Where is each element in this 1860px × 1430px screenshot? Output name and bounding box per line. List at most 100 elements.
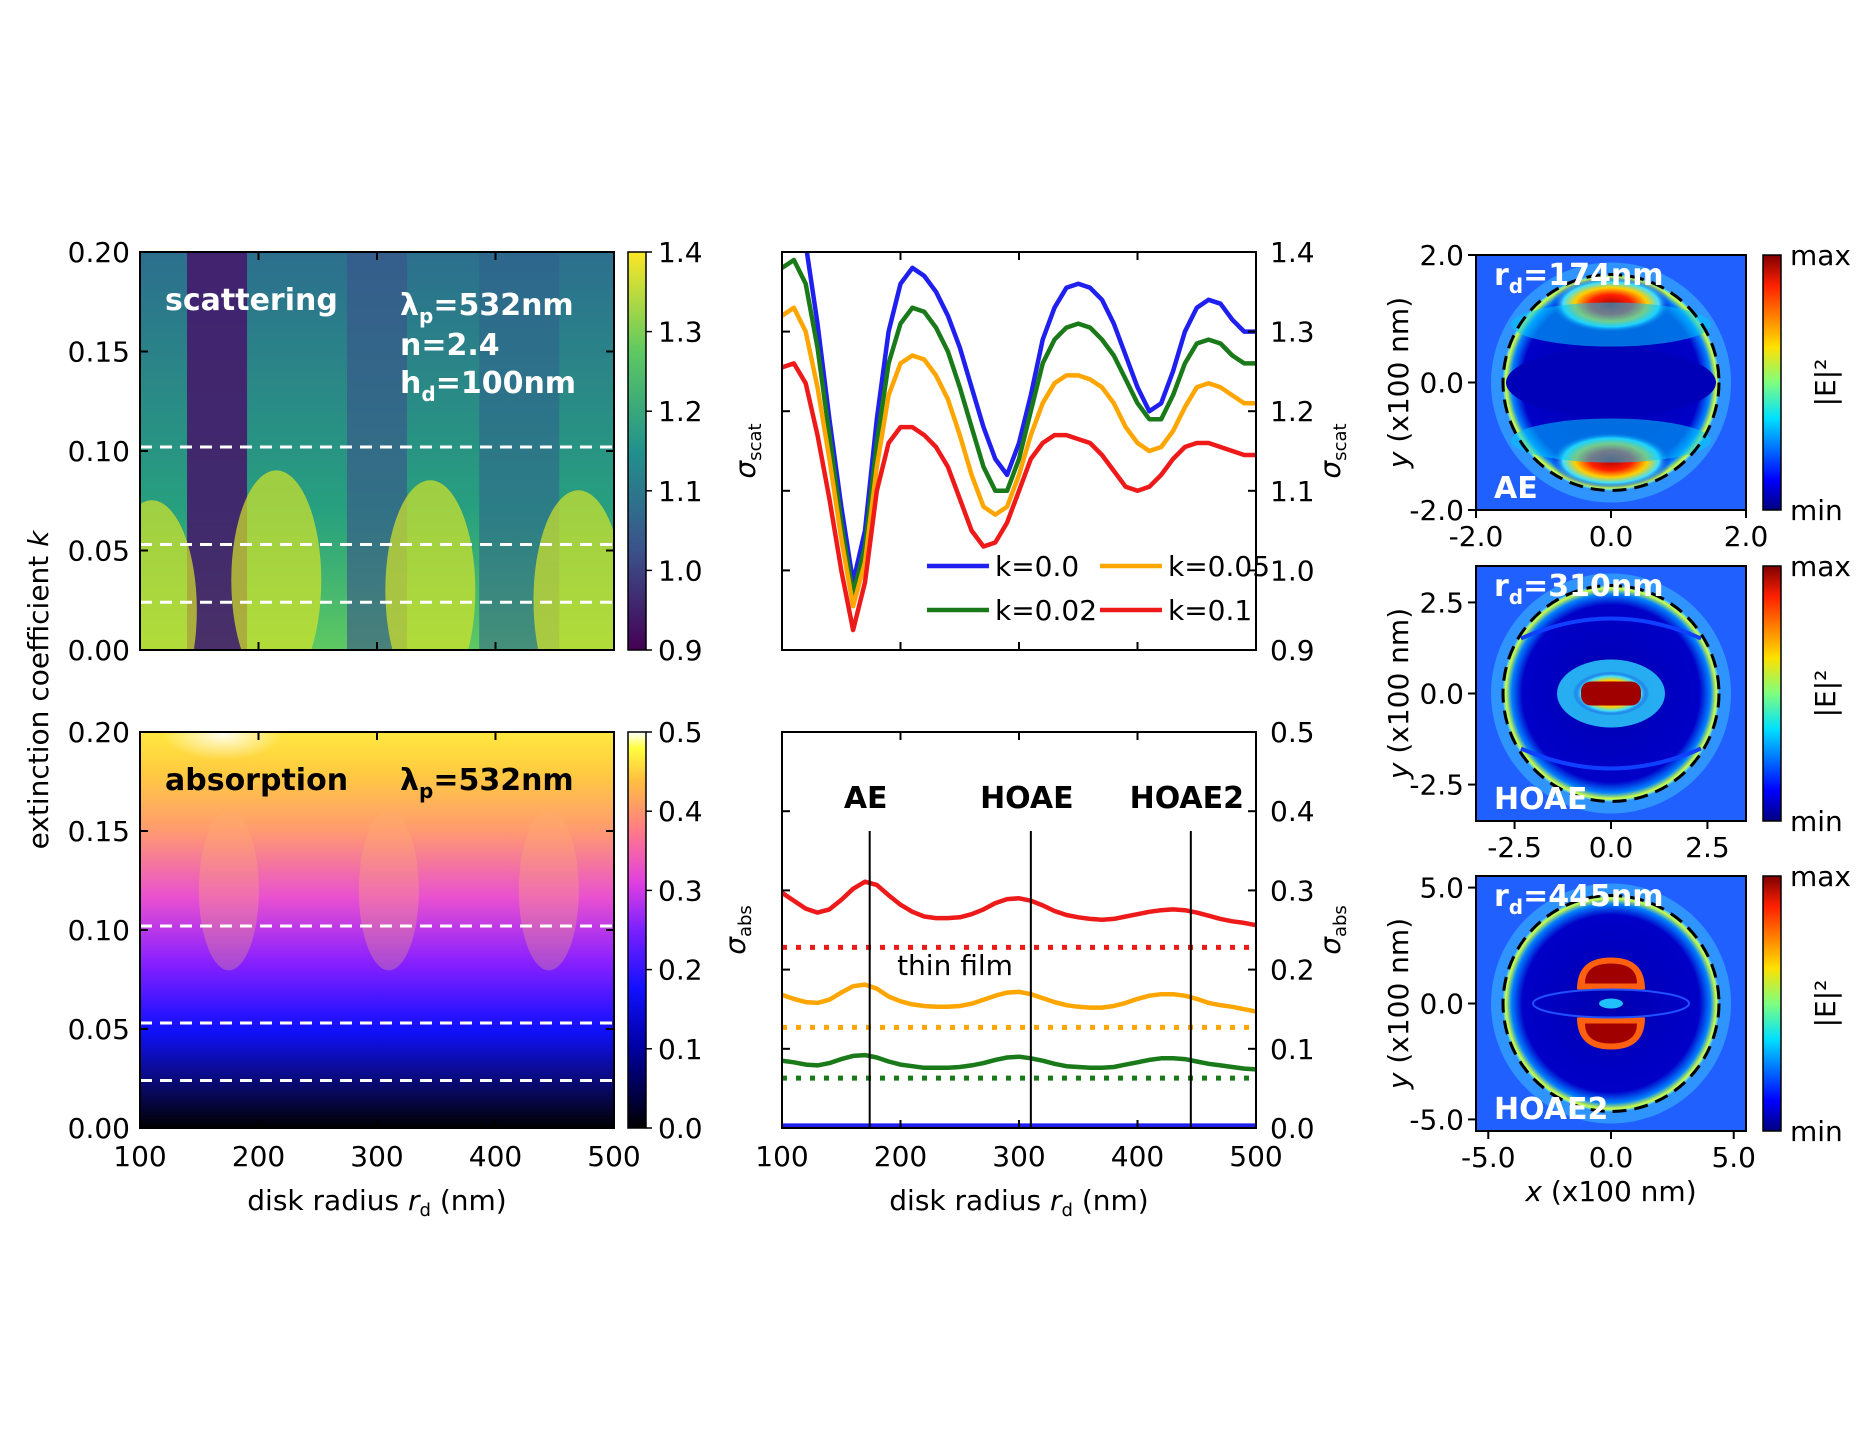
scat-map-bright [533, 490, 614, 650]
legend-label-k=0.02: k=0.02 [995, 594, 1097, 627]
abs-map-xtick-label: 100 [113, 1140, 166, 1173]
abs-lines-xtick-label: 500 [1229, 1140, 1282, 1173]
scat-map-cbar-title: σscat [729, 423, 766, 478]
field-HOAE-xtick-label: -2.5 [1487, 831, 1542, 864]
abs-lines-xlabel: disk radius rd (nm) [889, 1184, 1148, 1221]
abs-map-cbar-label: 0.4 [658, 795, 703, 828]
field-HOAE-dashed-circle [1501, 584, 1721, 803]
abs-map-cbar-label: 0.1 [658, 1033, 703, 1066]
plot-layer: 0.00 0.05 0.10 0.15 0.20 0.9 1.0 1.1 1.2 1.3 1.4 σs… [22, 236, 1851, 1221]
field-HOAE-center-core [1581, 681, 1641, 706]
field-AE-cbar-title: |E|² [1809, 359, 1842, 407]
abs-map-xtick-label: 400 [469, 1140, 522, 1173]
scat-map-annotation-lambda: λp=532nm [400, 288, 574, 328]
scat-map-annotation-h: hd=100nm [400, 366, 576, 406]
field-HOAE2-xlabel: x (x100 nm) [1524, 1175, 1696, 1208]
field-HOAE-ytick-label: 2.5 [1419, 586, 1464, 619]
series-k=0.02 [782, 257, 1256, 597]
scat-lines-ytick-label: 1.3 [1270, 316, 1315, 349]
field-HOAE2-cbar-min: min [1790, 1115, 1843, 1148]
abs-map-base [140, 732, 614, 1128]
field-AE-title: rd=174nm [1494, 258, 1664, 298]
field-HOAE-colorbar [1762, 565, 1782, 822]
abs-map-xtick-label: 200 [232, 1140, 285, 1173]
shared-ylabel: extinction coefficient k [22, 529, 55, 850]
abs-lines-xtick-label: 300 [992, 1140, 1045, 1173]
abs-map-field [140, 732, 614, 1128]
abs-map-mode-band [198, 810, 259, 971]
scat-lines-plot [782, 252, 1256, 633]
field-HOAE2-cbar-title: |E|² [1809, 980, 1842, 1028]
abs-map-ytick-label: 0.00 [68, 1112, 130, 1145]
field-HOAE2-ytick-label: -5.0 [1409, 1103, 1464, 1136]
scat-map-ytick-label: 0.20 [68, 236, 130, 269]
scat-map-bright [231, 470, 322, 650]
field-HOAE2-center-dot [1599, 998, 1623, 1009]
abs-map-ytick-label: 0.10 [68, 914, 130, 947]
abs-map-cbar-label: 0.3 [658, 874, 703, 907]
field-AE-mode-label: AE [1494, 471, 1538, 506]
scat-map-annotation-n: n=2.4 [400, 328, 500, 363]
abs-map-cbar-label: 0.0 [658, 1112, 703, 1145]
abs-lines-xtick-label: 100 [755, 1140, 808, 1173]
abs-map-mode-band [518, 810, 579, 971]
mode-label-HOAE2: HOAE2 [1130, 781, 1244, 816]
series-k=0.02 [782, 1052, 1256, 1072]
abs-map-cbar-label: 0.5 [658, 716, 703, 749]
thin-film-label: thin film [897, 949, 1013, 982]
scat-lines-ytick-label: 1.0 [1270, 554, 1315, 587]
field-HOAE-xtick-label: 2.5 [1685, 831, 1730, 864]
scat-map-bright [385, 480, 476, 650]
field-AE-band-top [1511, 302, 1711, 347]
abs-map-cbar-title: σabs [719, 905, 756, 955]
field-HOAE-title: rd=310nm [1494, 569, 1664, 609]
series-k=0.1 [782, 361, 1256, 633]
abs-lines-ytick-label: 0.3 [1270, 874, 1315, 907]
scat-map-cbar-label: 0.9 [658, 634, 703, 667]
scat-lines-ytick-label: 1.2 [1270, 395, 1315, 428]
mode-label-HOAE: HOAE [980, 781, 1074, 816]
scat-map-ytick-label: 0.10 [68, 435, 130, 468]
field-AE-dashed-circle [1501, 273, 1721, 492]
field-HOAE2-colorbar [1762, 875, 1782, 1132]
field-HOAE2-xtick-label: -5.0 [1461, 1141, 1516, 1174]
abs-lines-ytick-label: 0.0 [1270, 1112, 1315, 1145]
abs-map-colorbar [627, 731, 647, 1129]
field-AE-band-bottom [1511, 418, 1711, 463]
series-k=0.05 [782, 305, 1256, 609]
scat-map-cbar-label: 1.0 [658, 554, 703, 587]
legend-label-k=0.05: k=0.05 [1168, 550, 1270, 583]
series-k=0.1 [782, 879, 1256, 928]
abs-map-annotation-title: absorption [165, 763, 348, 798]
scat-lines-ytick-label: 1.4 [1270, 236, 1315, 269]
abs-map-ytick-label: 0.15 [68, 815, 130, 848]
field-HOAE2-xtick-label: 0.0 [1589, 1141, 1634, 1174]
field-HOAE-ytick-label: -2.5 [1409, 769, 1464, 802]
field-HOAE2-inner-ring [1532, 988, 1690, 1019]
scat-map-cbar-label: 1.3 [658, 316, 703, 349]
abs-map-ytick-label: 0.05 [68, 1013, 130, 1046]
abs-map-xlabel: disk radius rd (nm) [247, 1184, 506, 1221]
field-HOAE2-xtick-label: 5.0 [1711, 1141, 1756, 1174]
field-HOAE-cbar-max: max [1790, 550, 1851, 583]
legend-label-k=0.1: k=0.1 [1168, 594, 1252, 627]
field-HOAE-ytick-label: 0.0 [1419, 678, 1464, 711]
field-AE-xtick-label: -2.0 [1449, 520, 1504, 553]
scat-lines-ytick-label: 0.9 [1270, 634, 1315, 667]
abs-lines-xtick-label: 400 [1111, 1140, 1164, 1173]
abs-map-xtick-label: 300 [350, 1140, 403, 1173]
abs-lines-ytick-label: 0.2 [1270, 954, 1315, 987]
field-HOAE-xtick-label: 0.0 [1589, 831, 1634, 864]
field-HOAE-cbar-title: |E|² [1809, 670, 1842, 718]
scat-map-cbar-label: 1.2 [658, 395, 703, 428]
field-HOAE2-ylabel: y (x100 nm) [1382, 918, 1415, 1090]
abs-map-ytick-label: 0.20 [68, 716, 130, 749]
field-AE-ytick-label: -2.0 [1409, 494, 1464, 527]
abs-map-highlight [162, 732, 283, 760]
field-HOAE2-title: rd=445nm [1494, 879, 1664, 919]
field-HOAE2-ytick-label: 0.0 [1419, 988, 1464, 1021]
field-AE-cbar-max: max [1790, 239, 1851, 272]
scat-lines-ytick-label: 1.1 [1270, 475, 1315, 508]
field-HOAE-ylabel: y (x100 nm) [1382, 608, 1415, 780]
field-HOAE2-dashed-circle [1501, 894, 1721, 1113]
